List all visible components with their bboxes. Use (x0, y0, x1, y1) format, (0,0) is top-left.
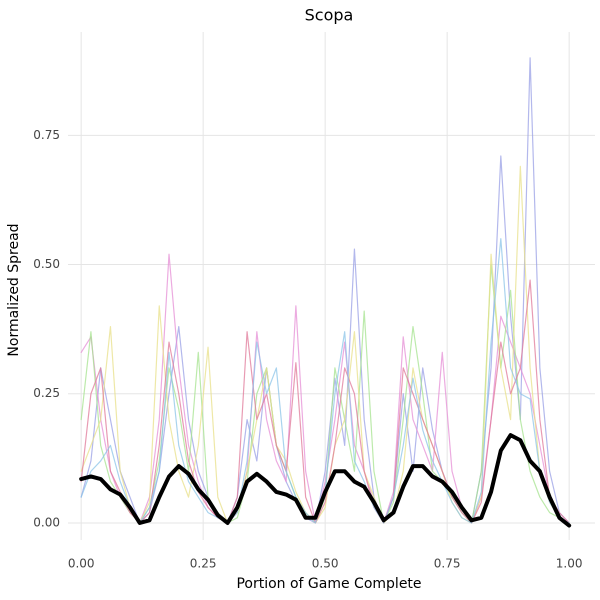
x-axis-title: Portion of Game Complete (236, 576, 421, 592)
x-tick-label: 0.00 (68, 557, 95, 571)
y-tick-label: 0.50 (33, 257, 60, 271)
series-line (79, 433, 572, 528)
series-line (80, 165, 570, 524)
series-line (80, 279, 570, 524)
x-tick-label: 0.50 (312, 557, 339, 571)
series-line (80, 57, 570, 524)
y-tick-label: 0.00 (33, 515, 60, 529)
x-tick-label: 0.75 (434, 557, 461, 571)
x-tick-label: 0.25 (190, 557, 217, 571)
x-tick-label: 1.00 (556, 557, 583, 571)
y-tick-label: 0.25 (33, 386, 60, 400)
y-tick-label: 0.75 (33, 128, 60, 142)
chart-title: Scopa (305, 6, 354, 25)
y-axis-title: Normalized Spread (6, 223, 22, 356)
